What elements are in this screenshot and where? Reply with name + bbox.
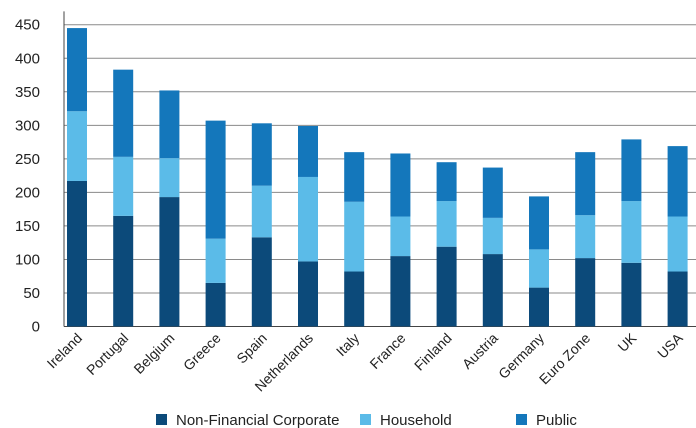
bar-segment-household-ireland [67, 111, 87, 181]
bar-segment-non-financial-corporate-greece [205, 282, 226, 327]
y-axis-tick-labels: 0 50 100 150 200 250 300 350 400 450 [15, 17, 40, 336]
bar-segment-public-spain [251, 123, 272, 186]
bar-segment-non-financial-corporate-italy [344, 271, 365, 327]
x-category-label: France [366, 330, 408, 372]
gridlines [63, 11, 696, 327]
bar-segment-non-financial-corporate-usa [667, 271, 688, 327]
x-category-label: Finland [411, 330, 455, 374]
bar-segment-public-euro-zone [575, 152, 596, 216]
y-tick-label: 300 [15, 117, 40, 134]
bar-segment-non-financial-corporate-spain [251, 237, 272, 327]
y-tick-label: 350 [15, 84, 40, 101]
x-category-label: Austria [459, 330, 501, 372]
bar-segment-household-uk [621, 201, 642, 263]
bar-segment-household-usa [667, 216, 688, 272]
legend-label: Public [536, 412, 577, 428]
bar-segment-non-financial-corporate-uk [621, 262, 642, 327]
bar-segment-non-financial-corporate-finland [436, 246, 457, 327]
legend-label: Non-Financial Corporate [176, 412, 339, 428]
bar-segment-public-germany [529, 196, 549, 250]
bar-segment-household-belgium [159, 158, 180, 198]
y-tick-label: 100 [15, 251, 40, 268]
bar-segment-household-portugal [113, 156, 134, 216]
bar-segment-public-ireland [67, 28, 87, 112]
y-tick-label: 400 [15, 50, 40, 67]
bars [67, 28, 688, 327]
bar-segment-household-italy [344, 201, 365, 272]
x-category-label: Euro Zone [536, 330, 594, 388]
bar-segment-household-netherlands [298, 176, 318, 262]
bar-segment-public-austria [482, 167, 503, 218]
x-category-label: USA [654, 329, 686, 361]
legend-label: Household [380, 412, 452, 428]
y-tick-label: 0 [32, 319, 40, 336]
bar-segment-non-financial-corporate-netherlands [298, 261, 318, 327]
bar-segment-household-spain [251, 185, 272, 238]
x-category-label: Ireland [44, 330, 86, 372]
y-tick-label: 200 [15, 184, 40, 201]
bar-segment-public-uk [621, 139, 642, 202]
bar-segment-public-finland [436, 162, 457, 202]
bar-segment-non-financial-corporate-germany [529, 287, 549, 327]
bar-segment-public-belgium [159, 90, 180, 159]
bar-segment-household-france [390, 216, 411, 257]
legend-swatch [516, 414, 527, 425]
legend-swatch [360, 414, 371, 425]
bar-segment-non-financial-corporate-austria [482, 254, 503, 327]
bar-segment-non-financial-corporate-belgium [159, 197, 180, 327]
y-tick-label: 150 [15, 218, 40, 235]
legend-swatch [156, 414, 167, 425]
bar-segment-household-euro-zone [575, 215, 596, 259]
bar-segment-household-greece [205, 238, 226, 283]
x-category-label: Portugal [83, 330, 131, 378]
x-category-label: Belgium [130, 330, 177, 377]
bar-segment-household-austria [482, 217, 503, 255]
bar-segment-household-finland [436, 201, 457, 247]
x-category-label: Italy [333, 330, 362, 359]
bar-segment-non-financial-corporate-portugal [113, 215, 134, 327]
x-category-label: Greece [180, 330, 224, 374]
bar-segment-public-greece [205, 120, 226, 239]
bar-segment-non-financial-corporate-ireland [67, 180, 87, 327]
legend: Non-Financial Corporate Household Public [156, 412, 577, 428]
bar-segment-public-netherlands [298, 125, 318, 177]
y-tick-label: 250 [15, 151, 40, 168]
bar-segment-public-italy [344, 152, 365, 202]
y-tick-label: 450 [15, 17, 40, 34]
bar-segment-non-financial-corporate-france [390, 256, 411, 327]
x-category-label: UK [614, 329, 640, 355]
y-tick-label: 50 [23, 285, 40, 302]
bar-segment-public-france [390, 153, 411, 217]
bar-segment-non-financial-corporate-euro-zone [575, 258, 596, 327]
bar-segment-public-usa [667, 146, 688, 217]
bar-segment-household-germany [529, 249, 549, 288]
x-category-label: Spain [233, 330, 270, 367]
bar-segment-public-portugal [113, 69, 134, 157]
